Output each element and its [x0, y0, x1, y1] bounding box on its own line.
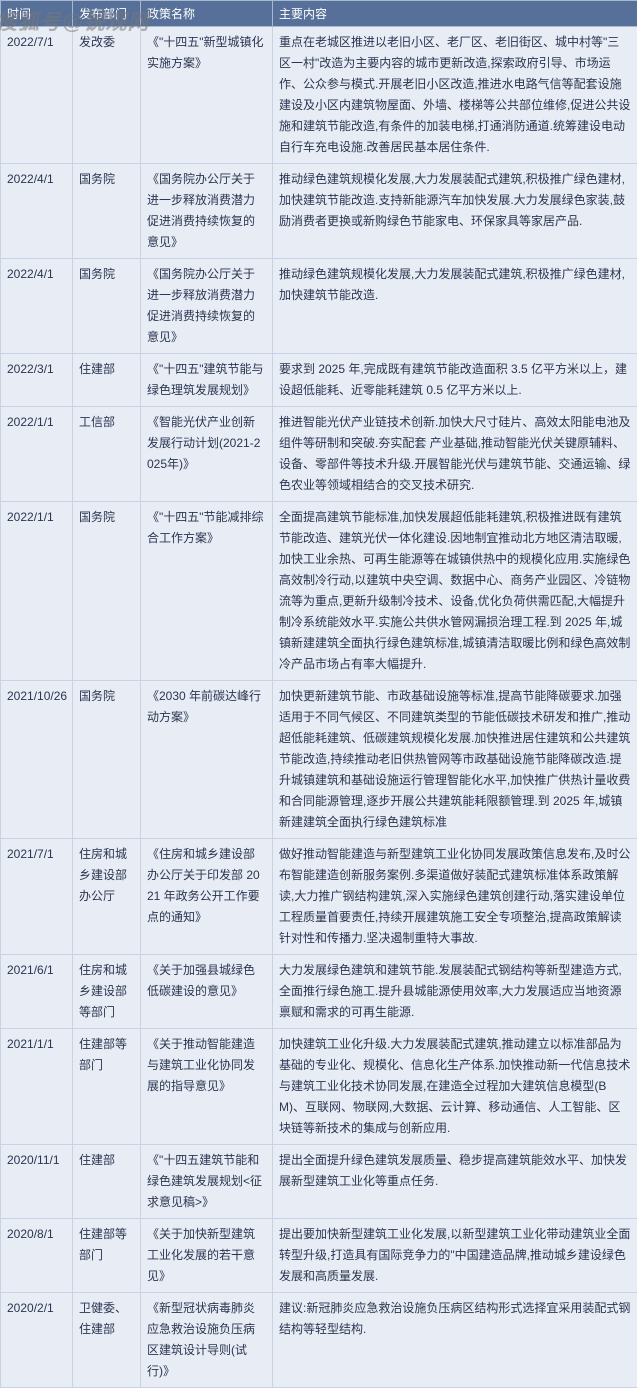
cell-date: 2021/1/1	[1, 1029, 73, 1145]
table-row: 2022/1/1工信部《智能光伏产业创新发展行动计划(2021-2025年)》推…	[1, 407, 637, 502]
cell-policy: 《关于加快新型建筑工业化发展的若干意见》	[141, 1219, 273, 1293]
cell-policy: 《关于加强县城绿色低碳建设的意见》	[141, 955, 273, 1029]
table-row: 2021/6/1住房和城乡建设部等部门《关于加强县城绿色低碳建设的意见》大力发展…	[1, 955, 637, 1029]
table-row: 2021/7/1住房和城乡建设部办公厅《住房和城乡建设部办公厅关于印发部 202…	[1, 839, 637, 955]
cell-content: 提出要加快新型建筑工业化发展,以新型建筑工业化带动建筑业全面转型升级,打造具有国…	[273, 1219, 637, 1293]
cell-policy: 《智能光伏产业创新发展行动计划(2021-2025年)》	[141, 407, 273, 502]
cell-content: 重点在老城区推进以老旧小区、老厂区、老旧街区、城中村等"三区一村"改造为主要内容…	[273, 27, 637, 164]
cell-date: 2020/2/1	[1, 1293, 73, 1388]
cell-content: 大力发展绿色建筑和建筑节能.发展装配式钢结构等新型建造方式,全面推行绿色施工.提…	[273, 955, 637, 1029]
cell-dept: 住建部	[73, 1145, 141, 1219]
cell-date: 2022/7/1	[1, 27, 73, 164]
cell-dept: 工信部	[73, 407, 141, 502]
cell-policy: 《住房和城乡建设部办公厅关于印发部 2021 年政务公开工作要点的通知》	[141, 839, 273, 955]
col-dept: 发布部门	[73, 1, 141, 27]
cell-policy: 《国务院办公厅关于进一步释放消费潜力促进消费持续恢复的意见》	[141, 259, 273, 354]
cell-dept: 住建部等部门	[73, 1219, 141, 1293]
cell-content: 推动绿色建筑规模化发展,大力发展装配式建筑,积极推广绿色建材,加快建筑节能改造.…	[273, 164, 637, 259]
cell-date: 2022/4/1	[1, 164, 73, 259]
cell-date: 2020/11/1	[1, 1145, 73, 1219]
cell-date: 2020/8/1	[1, 1219, 73, 1293]
cell-content: 全面提高建筑节能标准,加快发展超低能耗建筑,积极推进既有建筑节能改造、建筑光伏一…	[273, 502, 637, 681]
cell-dept: 国务院	[73, 502, 141, 681]
cell-policy: 《新型冠状病毒肺炎应急救治设施负压病区建筑设计导则(试行)》	[141, 1293, 273, 1388]
cell-content: 推进智能光伏产业链技术创新.加快大尺寸硅片、高效太阳能电池及组件等研制和突破.夯…	[273, 407, 637, 502]
table-row: 2021/10/26国务院《2030 年前碳达峰行动方案》加快更新建筑节能、市政…	[1, 681, 637, 839]
cell-dept: 国务院	[73, 259, 141, 354]
cell-content: 建议:新冠肺炎应急救治设施负压病区结构形式选择宜采用装配式钢结构等轻型结构.	[273, 1293, 637, 1388]
table-row: 2021/1/1住建部等部门《关于推动智能建造与建筑工业化协同发展的指导意见》加…	[1, 1029, 637, 1145]
table-row: 2022/7/1发改委《"十四五"新型城镇化实施方案》重点在老城区推进以老旧小区…	[1, 27, 637, 164]
cell-dept: 住建部	[73, 354, 141, 407]
cell-date: 2021/6/1	[1, 955, 73, 1029]
cell-policy: 《2030 年前碳达峰行动方案》	[141, 681, 273, 839]
cell-date: 2021/7/1	[1, 839, 73, 955]
cell-date: 2022/1/1	[1, 502, 73, 681]
table-row: 2020/2/1卫健委、住建部《新型冠状病毒肺炎应急救治设施负压病区建筑设计导则…	[1, 1293, 637, 1388]
policy-table: 时间 发布部门 政策名称 主要内容 2022/7/1发改委《"十四五"新型城镇化…	[0, 0, 637, 1388]
cell-date: 2021/10/26	[1, 681, 73, 839]
cell-content: 加快更新建筑节能、市政基础设施等标准,提高节能降碳要求.加强适用于不同气候区、不…	[273, 681, 637, 839]
cell-content: 做好推动智能建造与新型建筑工业化协同发展政策信息发布,及时公布智能建造创新服务案…	[273, 839, 637, 955]
cell-date: 2022/4/1	[1, 259, 73, 354]
table-row: 2022/3/1住建部《"十四五"建筑节能与绿色理筑发展规划》要求到 2025 …	[1, 354, 637, 407]
col-content: 主要内容	[273, 1, 637, 27]
table-row: 2022/4/1国务院《国务院办公厅关于进一步释放消费潜力促进消费持续恢复的意见…	[1, 164, 637, 259]
cell-policy: 《国务院办公厅关于进一步释放消费潜力促进消费持续恢复的意见》	[141, 164, 273, 259]
cell-policy: 《"十四五"建筑节能与绿色理筑发展规划》	[141, 354, 273, 407]
cell-content: 提出全面提升绿色建筑发展质量、稳步提高建筑能效水平、加快发展新型建筑工业化等重点…	[273, 1145, 637, 1219]
table-row: 2022/4/1国务院《国务院办公厅关于进一步释放消费潜力促进消费持续恢复的意见…	[1, 259, 637, 354]
cell-dept: 卫健委、住建部	[73, 1293, 141, 1388]
cell-content: 加快建筑工业化升级.大力发展装配式建筑,推动建立以标准部品为基础的专业化、规模化…	[273, 1029, 637, 1145]
cell-content: 推动绿色建筑规模化发展,大力发展装配式建筑,积极推广绿色建材,加快建筑节能改造.	[273, 259, 637, 354]
cell-date: 2022/3/1	[1, 354, 73, 407]
table-row: 2020/11/1住建部《"十四五建筑节能和绿色建筑发展规划<征求意见稿>》提出…	[1, 1145, 637, 1219]
cell-policy: 《"十四五"新型城镇化实施方案》	[141, 27, 273, 164]
cell-policy: 《"十四五"节能减排综合工作方案》	[141, 502, 273, 681]
header-row: 时间 发布部门 政策名称 主要内容	[1, 1, 637, 27]
cell-dept: 国务院	[73, 164, 141, 259]
table-row: 2020/8/1住建部等部门《关于加快新型建筑工业化发展的若干意见》提出要加快新…	[1, 1219, 637, 1293]
col-policy: 政策名称	[141, 1, 273, 27]
cell-dept: 发改委	[73, 27, 141, 164]
cell-content: 要求到 2025 年,完成既有建筑节能改造面积 3.5 亿平方米以上，建设超低能…	[273, 354, 637, 407]
cell-policy: 《关于推动智能建造与建筑工业化协同发展的指导意见》	[141, 1029, 273, 1145]
col-date: 时间	[1, 1, 73, 27]
cell-policy: 《"十四五建筑节能和绿色建筑发展规划<征求意见稿>》	[141, 1145, 273, 1219]
table-row: 2022/1/1国务院《"十四五"节能减排综合工作方案》全面提高建筑节能标准,加…	[1, 502, 637, 681]
cell-dept: 国务院	[73, 681, 141, 839]
cell-dept: 住房和城乡建设部等部门	[73, 955, 141, 1029]
cell-dept: 住房和城乡建设部办公厅	[73, 839, 141, 955]
cell-date: 2022/1/1	[1, 407, 73, 502]
cell-dept: 住建部等部门	[73, 1029, 141, 1145]
